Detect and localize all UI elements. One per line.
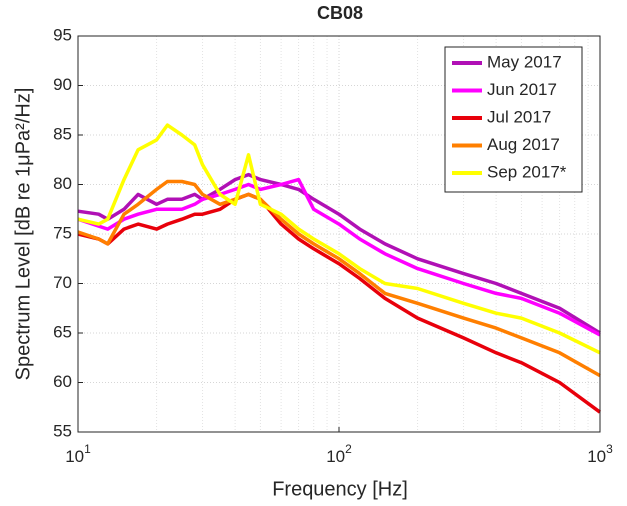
series-line (77, 179, 601, 378)
series-line (77, 123, 601, 355)
x-tick-base: 10 (326, 447, 345, 466)
x-tick-label: 101 (65, 442, 91, 466)
x-tick-label: 102 (326, 442, 352, 466)
axes-box (77, 35, 601, 433)
y-tick-label: 85 (53, 124, 72, 143)
y-tick-label: 75 (53, 223, 72, 242)
x-tick-exponent: 1 (84, 442, 91, 456)
legend-label: Jul 2017 (487, 107, 551, 126)
chart-title: CB08 (317, 3, 363, 23)
y-tick-label: 80 (53, 174, 72, 193)
x-axis-label: Frequency [Hz] (272, 478, 408, 500)
y-tick-label: 60 (53, 372, 72, 391)
y-tick-label: 90 (53, 75, 72, 94)
x-tick-base: 10 (65, 447, 84, 466)
x-tick-exponent: 2 (345, 442, 352, 456)
legend-label: May 2017 (487, 52, 562, 71)
x-tick-exponent: 3 (606, 442, 613, 456)
legend-label: Sep 2017* (487, 162, 567, 181)
y-tick-label: 65 (53, 322, 72, 341)
legend-label: Jun 2017 (487, 80, 557, 99)
y-tick-label: 70 (53, 273, 72, 292)
y-tick-label: 95 (53, 25, 72, 44)
y-tick-label: 55 (53, 421, 72, 440)
legend-label: Aug 2017 (487, 135, 560, 154)
y-axis-label: Spectrum Level [dB re 1μPa²/Hz] (12, 88, 34, 381)
x-tick-base: 10 (587, 447, 606, 466)
x-tick-label: 103 (587, 442, 613, 466)
